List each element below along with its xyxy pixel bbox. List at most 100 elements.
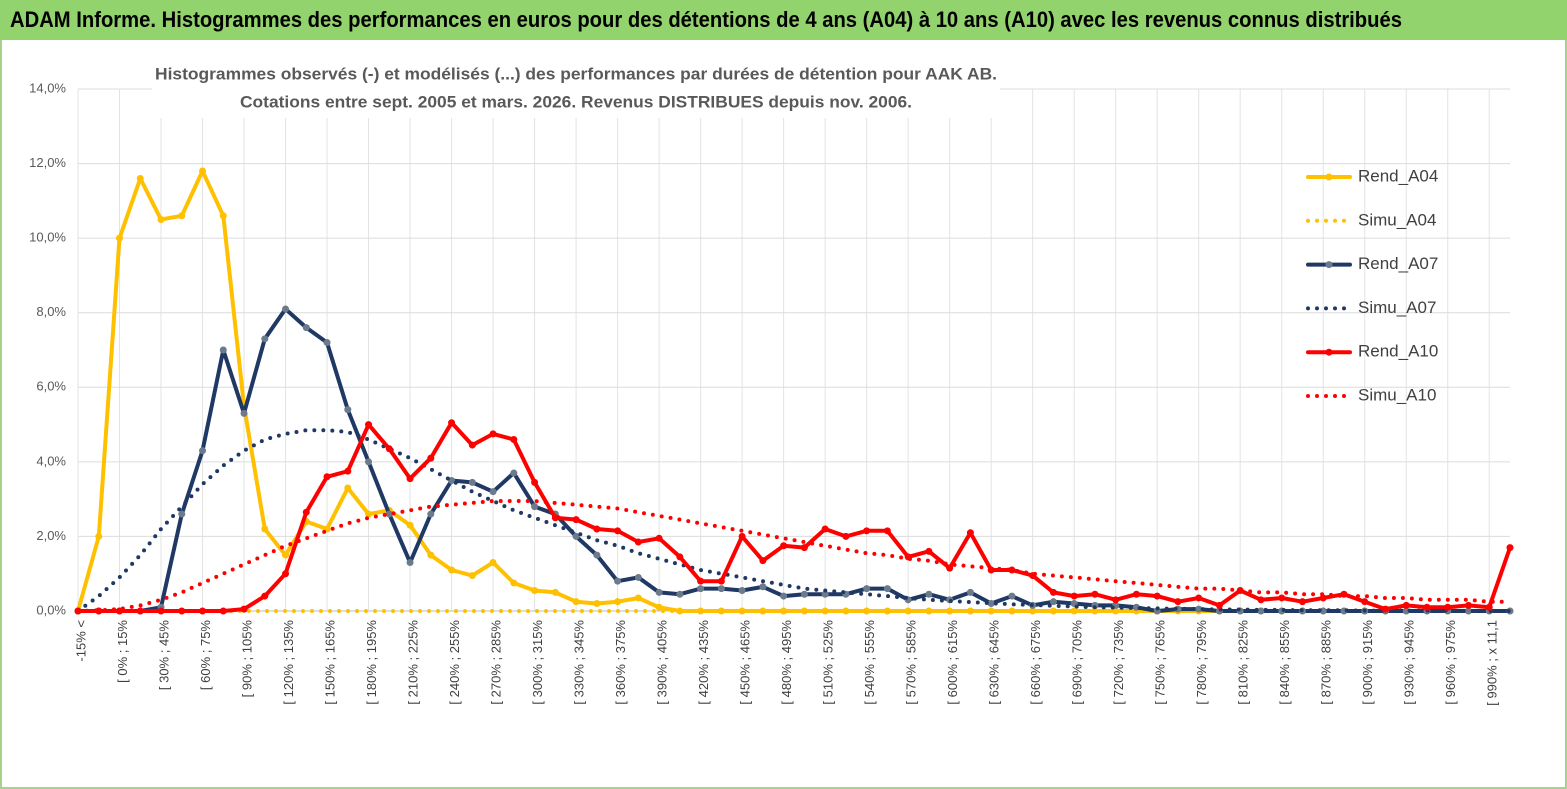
x-tick-label: [ 570% ; 585% [904, 620, 919, 705]
x-tick-label: [ 150% ; 165% [322, 620, 337, 705]
point [634, 538, 642, 546]
point [468, 478, 476, 486]
point [406, 559, 414, 567]
point [925, 607, 933, 615]
point [1298, 598, 1306, 606]
point [489, 488, 497, 496]
point [842, 607, 850, 615]
point [1195, 594, 1203, 602]
point [219, 212, 227, 220]
point [1464, 607, 1472, 615]
point [634, 594, 642, 602]
point [987, 600, 995, 608]
point [1174, 598, 1182, 606]
x-tick-label: [ 600% ; 615% [945, 620, 960, 705]
x-tick-label: [ 630% ; 645% [987, 620, 1002, 705]
point [385, 445, 393, 453]
legend-marker [1325, 348, 1333, 356]
point [240, 605, 248, 613]
point [531, 586, 539, 594]
point [240, 409, 248, 417]
point [427, 551, 435, 559]
x-tick-label: [ 240% ; 255% [447, 620, 462, 705]
point [572, 598, 580, 606]
point [448, 566, 456, 574]
point [780, 592, 788, 600]
point [593, 525, 601, 533]
point [1340, 590, 1348, 598]
point [863, 527, 871, 535]
y-tick-label: 4,0% [36, 453, 66, 468]
point [1319, 594, 1327, 602]
point [925, 590, 933, 598]
point [468, 441, 476, 449]
point [1381, 605, 1389, 613]
point [448, 477, 456, 484]
point [842, 532, 850, 540]
point [717, 607, 725, 615]
point [448, 419, 456, 427]
point [261, 525, 269, 533]
point [136, 607, 144, 615]
point [1444, 603, 1452, 611]
x-tick-label: [ 750% ; 765% [1153, 620, 1168, 705]
point [738, 586, 746, 594]
point [219, 346, 227, 354]
point [344, 484, 352, 492]
point [510, 435, 518, 443]
point [365, 421, 373, 429]
x-tick-label: [ 540% ; 555% [862, 620, 877, 705]
point [946, 564, 954, 572]
point [510, 469, 518, 477]
y-tick-label: 2,0% [36, 528, 66, 543]
y-tick-label: 10,0% [29, 230, 66, 245]
point [178, 212, 186, 220]
point [1112, 596, 1120, 604]
subtitle: Cotations entre sept. 2005 et mars. 2026… [240, 92, 912, 111]
point [1215, 601, 1223, 609]
point [282, 570, 290, 578]
legend-label: Rend_A07 [1358, 254, 1438, 273]
legend-label: Simu_A04 [1358, 210, 1436, 229]
point [1257, 607, 1265, 615]
point [551, 588, 559, 596]
point [1485, 603, 1493, 611]
point [1319, 607, 1327, 615]
point [572, 532, 580, 540]
x-tick-label: [ 510% ; 525% [821, 620, 836, 705]
point [157, 216, 165, 223]
x-tick-label: [ 690% ; 705% [1070, 620, 1085, 705]
point [468, 572, 476, 580]
y-tick-label: 6,0% [36, 379, 66, 394]
point [1049, 607, 1057, 615]
point [302, 324, 310, 332]
point [676, 553, 684, 561]
chart-title: ADAM Informe. Histogrammes des performan… [10, 7, 1402, 32]
point [655, 534, 663, 542]
point [966, 529, 974, 537]
x-tick-label: [ 420% ; 435% [696, 620, 711, 705]
point [323, 339, 331, 347]
point [261, 335, 269, 343]
point [1278, 594, 1286, 602]
point [157, 607, 165, 615]
point [365, 510, 373, 518]
point [199, 167, 207, 175]
x-tick-label: [ 660% ; 675% [1028, 620, 1043, 705]
x-tick-label: [ 480% ; 495% [779, 620, 794, 705]
point [219, 607, 227, 615]
subtitle-box [152, 58, 1000, 118]
point [780, 607, 788, 615]
point [531, 503, 539, 511]
point [655, 603, 663, 611]
point [821, 525, 829, 533]
point [385, 510, 393, 518]
point [344, 406, 352, 414]
point [427, 510, 435, 518]
point [593, 551, 601, 559]
point [1257, 596, 1265, 604]
point [717, 577, 725, 585]
x-tick-label: [ 0% ; 15% [115, 620, 130, 683]
point [655, 588, 663, 596]
x-tick-label: [ 360% ; 375% [613, 620, 628, 705]
